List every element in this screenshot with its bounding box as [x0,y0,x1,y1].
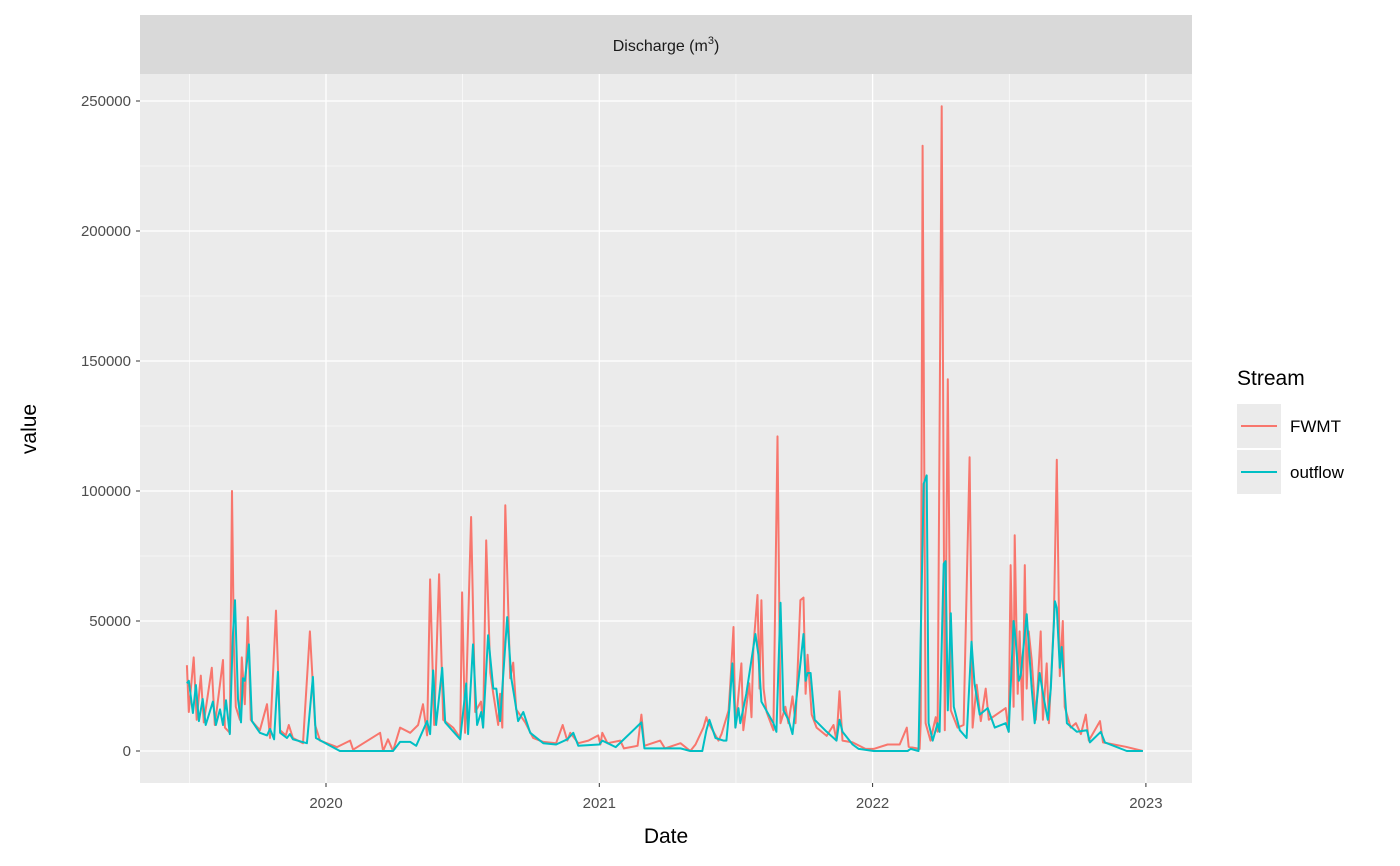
y-tick-label: 50000 [89,613,131,630]
strip-background [140,15,1192,74]
y-axis: 0 50000 100000 150000 200000 250000 [81,93,140,760]
plot-panel [140,74,1192,783]
y-tick-label: 150000 [81,353,131,370]
legend-label-outflow: outflow [1290,463,1345,482]
strip-title: Discharge (m3) [613,35,720,55]
x-tick-label: 2020 [309,795,342,812]
series-lines [185,105,1144,752]
y-axis-title: value [18,404,41,454]
legend: Stream FWMT outflow [1237,367,1345,494]
x-axis-title: Date [644,825,688,848]
y-tick-label: 0 [123,743,131,760]
series-line-fwmt [185,105,1144,752]
y-tick-label: 200000 [81,223,131,240]
series-line-outflow [186,474,1143,752]
y-tick-label: 100000 [81,483,131,500]
legend-title: Stream [1237,367,1305,390]
x-tick-label: 2021 [583,795,616,812]
x-axis: 2020 2021 2022 2023 [309,783,1163,812]
legend-label-fwmt: FWMT [1290,417,1341,436]
x-tick-label: 2023 [1129,795,1162,812]
x-tick-label: 2022 [856,795,889,812]
y-tick-label: 250000 [81,93,131,110]
